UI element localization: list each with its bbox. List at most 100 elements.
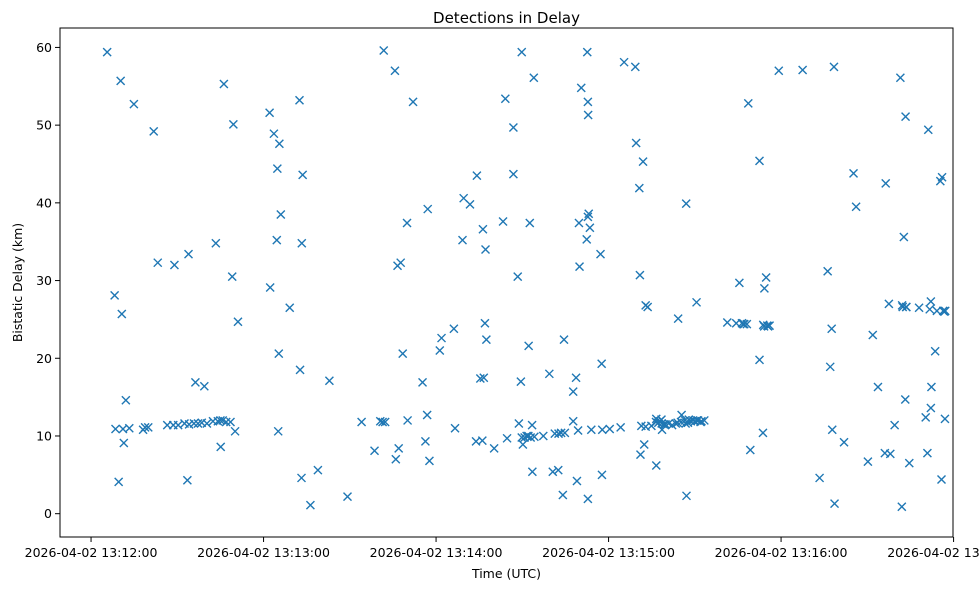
data-point-marker — [489, 443, 499, 453]
data-point-marker — [692, 297, 702, 307]
data-point-marker — [597, 425, 607, 435]
data-point-marker — [759, 283, 769, 293]
data-point-marker — [881, 178, 891, 188]
y-tick-label: 60 — [36, 40, 52, 55]
data-point-marker — [597, 470, 607, 480]
data-point-marker — [110, 290, 120, 300]
data-point-marker — [825, 362, 835, 372]
data-point-marker — [513, 272, 523, 282]
data-point-marker — [914, 303, 924, 313]
data-point-marker — [219, 79, 229, 89]
data-point-marker — [635, 450, 645, 460]
data-point-marker — [839, 437, 849, 447]
data-point-marker — [597, 359, 607, 369]
data-point-marker — [517, 433, 527, 443]
data-point-marker — [276, 210, 286, 219]
data-point-marker — [571, 373, 581, 383]
data-point-marker — [297, 473, 307, 483]
data-point-marker — [343, 492, 353, 502]
data-point-marker — [305, 500, 315, 510]
y-tick-label: 40 — [36, 195, 52, 210]
data-point-marker — [149, 126, 159, 136]
data-point-marker — [294, 95, 304, 105]
data-point-marker — [873, 382, 883, 392]
y-axis-ticks: 0 10 20 30 40 50 60 — [36, 40, 60, 521]
data-point-marker — [932, 306, 942, 316]
data-point-marker — [227, 272, 237, 282]
data-point-marker — [755, 156, 765, 166]
x-tick-label: 2026-04-02 13:12:00 — [25, 545, 158, 560]
data-point-marker — [553, 465, 563, 475]
data-point-marker — [272, 235, 282, 245]
data-point-marker — [583, 97, 593, 107]
data-point-marker — [324, 376, 334, 386]
data-point-marker — [390, 66, 400, 76]
data-point-marker — [480, 318, 490, 328]
data-point-marker — [584, 209, 594, 219]
data-point-marker — [184, 249, 194, 259]
data-point-marker — [568, 387, 578, 397]
data-point-marker — [124, 423, 134, 433]
data-point-marker — [544, 369, 554, 379]
data-point-marker — [884, 299, 894, 309]
data-point-marker — [937, 172, 947, 182]
data-point-marker — [143, 422, 153, 432]
data-point-marker — [129, 99, 139, 109]
data-point-marker — [517, 47, 527, 57]
data-point-marker — [398, 349, 408, 359]
data-point-marker — [370, 446, 380, 456]
data-point-marker — [583, 494, 593, 504]
data-point-marker — [116, 76, 126, 86]
data-point-marker — [556, 428, 566, 438]
data-point-marker — [274, 349, 284, 359]
data-point-marker — [420, 436, 430, 446]
data-point-marker — [827, 425, 837, 435]
y-tick-label: 10 — [36, 428, 52, 443]
data-point-marker — [228, 119, 238, 129]
data-point-marker — [901, 302, 911, 312]
data-point-marker — [898, 302, 908, 312]
data-point-marker — [481, 335, 491, 345]
data-point-marker — [774, 66, 784, 76]
data-point-marker — [169, 260, 179, 270]
y-tick-label: 30 — [36, 273, 52, 288]
x-tick-label: 2026-04-02 13:17:00 — [887, 545, 979, 560]
y-axis-label: Bistatic Delay (km) — [10, 223, 25, 342]
data-point-marker — [798, 65, 808, 75]
data-point-marker — [298, 170, 308, 180]
data-point-marker — [396, 258, 406, 268]
x-tick-label: 2026-04-02 13:15:00 — [542, 545, 675, 560]
data-point-marker — [583, 110, 593, 120]
data-point-marker — [851, 202, 861, 212]
data-point-marker — [573, 426, 583, 436]
data-point-marker — [921, 412, 931, 422]
data-point-marker — [890, 420, 900, 430]
data-point-marker — [575, 262, 585, 272]
data-point-marker — [926, 297, 936, 307]
data-point-marker — [827, 324, 837, 334]
data-point-marker — [673, 418, 683, 428]
data-point-marker — [423, 204, 433, 214]
data-point-marker — [297, 238, 307, 248]
data-point-marker — [538, 431, 548, 441]
y-tick-label: 0 — [44, 506, 52, 521]
data-point-marker — [586, 425, 596, 435]
data-point-marker — [930, 346, 940, 356]
data-point-marker — [529, 432, 539, 442]
data-point-marker — [313, 465, 323, 475]
data-point-marker — [823, 266, 833, 276]
data-point-marker — [472, 171, 482, 181]
data-point-marker — [634, 183, 644, 193]
data-point-marker — [616, 422, 626, 432]
data-point-marker — [285, 303, 295, 313]
data-point-marker — [926, 382, 936, 392]
data-point-marker — [583, 212, 593, 222]
data-point-marker — [508, 169, 518, 179]
data-point-marker — [525, 218, 535, 228]
data-point-marker — [221, 417, 231, 427]
data-point-marker — [651, 461, 661, 471]
data-point-marker — [863, 457, 873, 467]
data-point-marker — [937, 474, 946, 484]
data-point-marker — [739, 319, 749, 329]
data-point-marker — [211, 238, 221, 248]
